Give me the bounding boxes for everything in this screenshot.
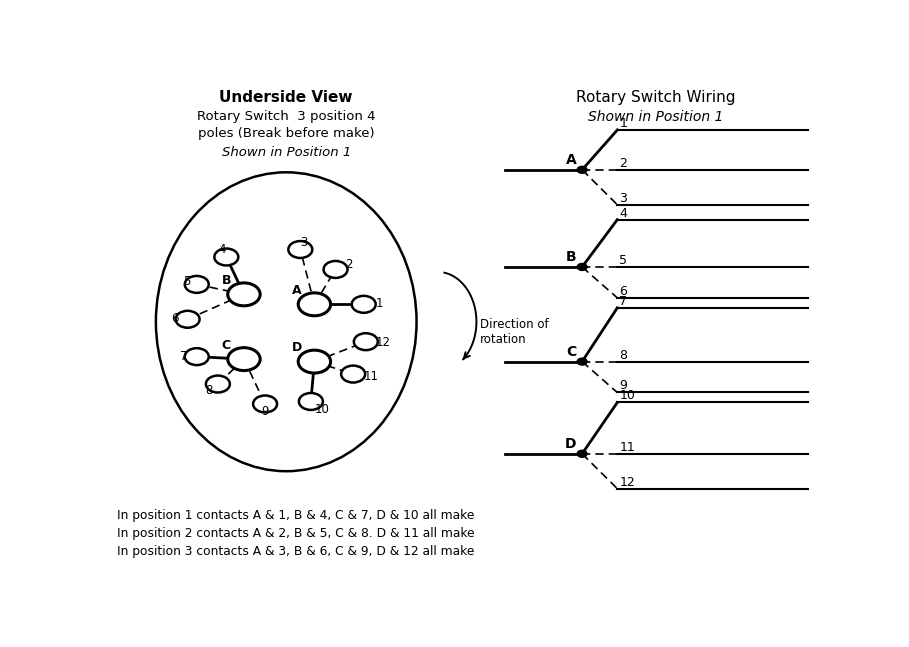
Circle shape — [352, 296, 375, 313]
Text: A: A — [292, 284, 302, 297]
Circle shape — [577, 263, 587, 270]
Text: 4: 4 — [218, 243, 225, 256]
Text: 1: 1 — [375, 298, 384, 311]
Circle shape — [228, 347, 260, 371]
Text: 2: 2 — [619, 157, 627, 170]
Text: 5: 5 — [619, 254, 627, 267]
Text: 3: 3 — [300, 236, 307, 248]
Text: 7: 7 — [619, 295, 627, 308]
Text: 3: 3 — [619, 192, 627, 204]
Text: 9: 9 — [262, 405, 269, 418]
Circle shape — [324, 261, 347, 278]
Text: 10: 10 — [315, 403, 329, 416]
Text: In position 2 contacts A & 2, B & 5, C & 8. D & 11 all make: In position 2 contacts A & 2, B & 5, C &… — [117, 527, 474, 540]
Circle shape — [354, 333, 378, 350]
Text: 12: 12 — [375, 336, 391, 349]
Text: poles (Break before make): poles (Break before make) — [198, 127, 375, 140]
Text: In position 1 contacts A & 1, B & 4, C & 7, D & 10 all make: In position 1 contacts A & 1, B & 4, C &… — [117, 509, 474, 521]
Circle shape — [206, 375, 230, 393]
Text: 12: 12 — [619, 476, 635, 488]
Text: C: C — [222, 338, 231, 352]
Circle shape — [185, 348, 209, 365]
Circle shape — [577, 358, 587, 365]
Text: 11: 11 — [619, 441, 635, 454]
Text: 11: 11 — [364, 370, 379, 383]
Text: 4: 4 — [619, 206, 627, 219]
Circle shape — [175, 311, 200, 328]
Text: D: D — [292, 341, 302, 354]
Text: B: B — [565, 250, 576, 265]
Circle shape — [298, 293, 331, 316]
Text: 10: 10 — [619, 389, 635, 402]
Circle shape — [298, 350, 331, 373]
Text: 8: 8 — [619, 349, 627, 362]
Circle shape — [577, 166, 587, 173]
Text: Direction of
rotation: Direction of rotation — [480, 318, 548, 345]
Text: 1: 1 — [619, 117, 627, 130]
Text: 6: 6 — [619, 285, 627, 298]
Circle shape — [253, 395, 277, 412]
Text: Rotary Switch  3 position 4: Rotary Switch 3 position 4 — [197, 110, 375, 123]
Text: A: A — [565, 153, 576, 168]
Circle shape — [299, 393, 323, 410]
Text: 9: 9 — [619, 380, 627, 393]
Text: C: C — [566, 345, 576, 359]
Text: Shown in Position 1: Shown in Position 1 — [588, 110, 724, 124]
Text: D: D — [565, 437, 576, 452]
Text: Shown in Position 1: Shown in Position 1 — [222, 146, 351, 159]
Circle shape — [215, 248, 238, 265]
Text: Rotary Switch Wiring: Rotary Switch Wiring — [576, 90, 735, 105]
Text: 5: 5 — [183, 276, 190, 289]
Circle shape — [577, 450, 587, 457]
Text: B: B — [222, 274, 231, 287]
Circle shape — [185, 276, 209, 293]
Text: In position 3 contacts A & 3, B & 6, C & 9, D & 12 all make: In position 3 contacts A & 3, B & 6, C &… — [117, 545, 474, 558]
Circle shape — [228, 283, 260, 306]
Circle shape — [341, 366, 365, 382]
Text: 6: 6 — [172, 313, 179, 325]
Circle shape — [288, 241, 313, 258]
Text: 7: 7 — [180, 350, 187, 363]
Text: Underside View: Underside View — [219, 90, 353, 105]
Text: 8: 8 — [205, 384, 213, 397]
Text: 2: 2 — [345, 258, 352, 272]
